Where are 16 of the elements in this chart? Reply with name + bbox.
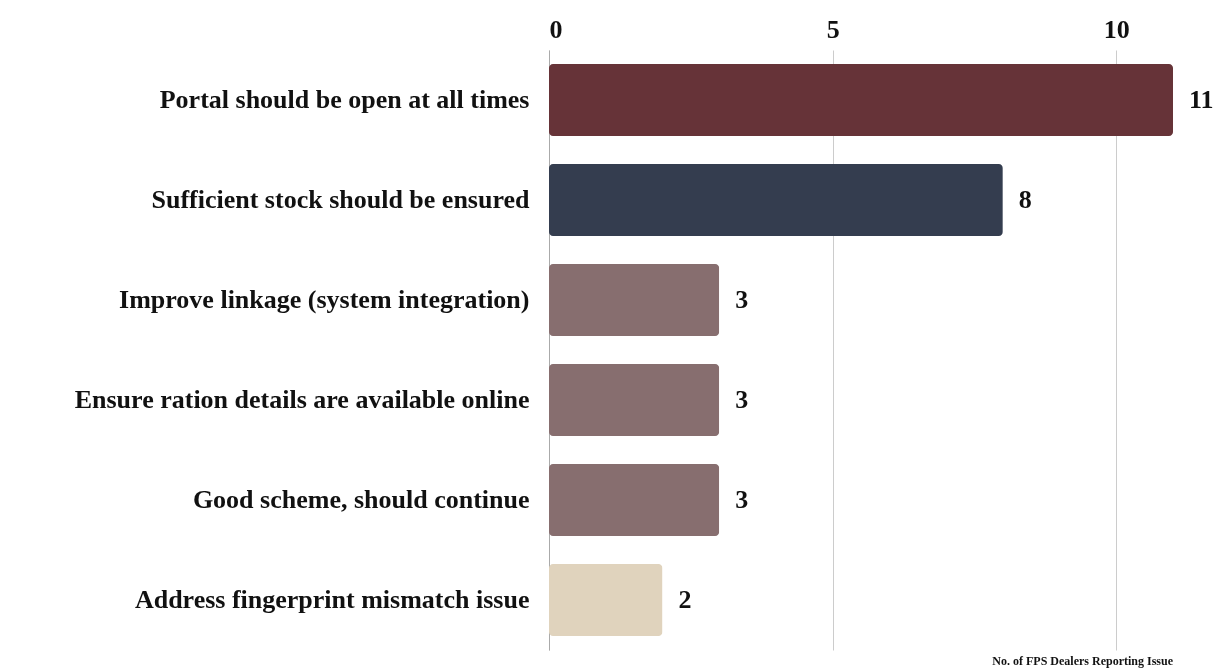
y-tick-label: Ensure ration details are available online — [74, 385, 530, 414]
x-tick-label: 0 — [549, 14, 563, 44]
data-label: 2 — [678, 585, 692, 614]
x-tick-label: 5 — [826, 14, 840, 44]
x-axis-title: No. of FPS Dealers Reporting Issue — [992, 654, 1174, 668]
y-tick-label: Address fingerprint mismatch issue — [134, 585, 530, 614]
data-label: 3 — [735, 385, 749, 414]
data-label: 8 — [1018, 185, 1032, 214]
data-label: 3 — [735, 485, 749, 514]
data-label: 3 — [735, 285, 749, 314]
y-tick-label: Good scheme, should continue — [192, 485, 530, 514]
data-label: 11 — [1189, 85, 1214, 114]
x-tick-label: 10 — [1103, 14, 1130, 44]
y-tick-label: Improve linkage (system integration) — [119, 285, 530, 314]
y-tick-label: Portal should be open at all times — [159, 85, 530, 114]
y-tick-label: Sufficient stock should be ensured — [151, 185, 531, 214]
